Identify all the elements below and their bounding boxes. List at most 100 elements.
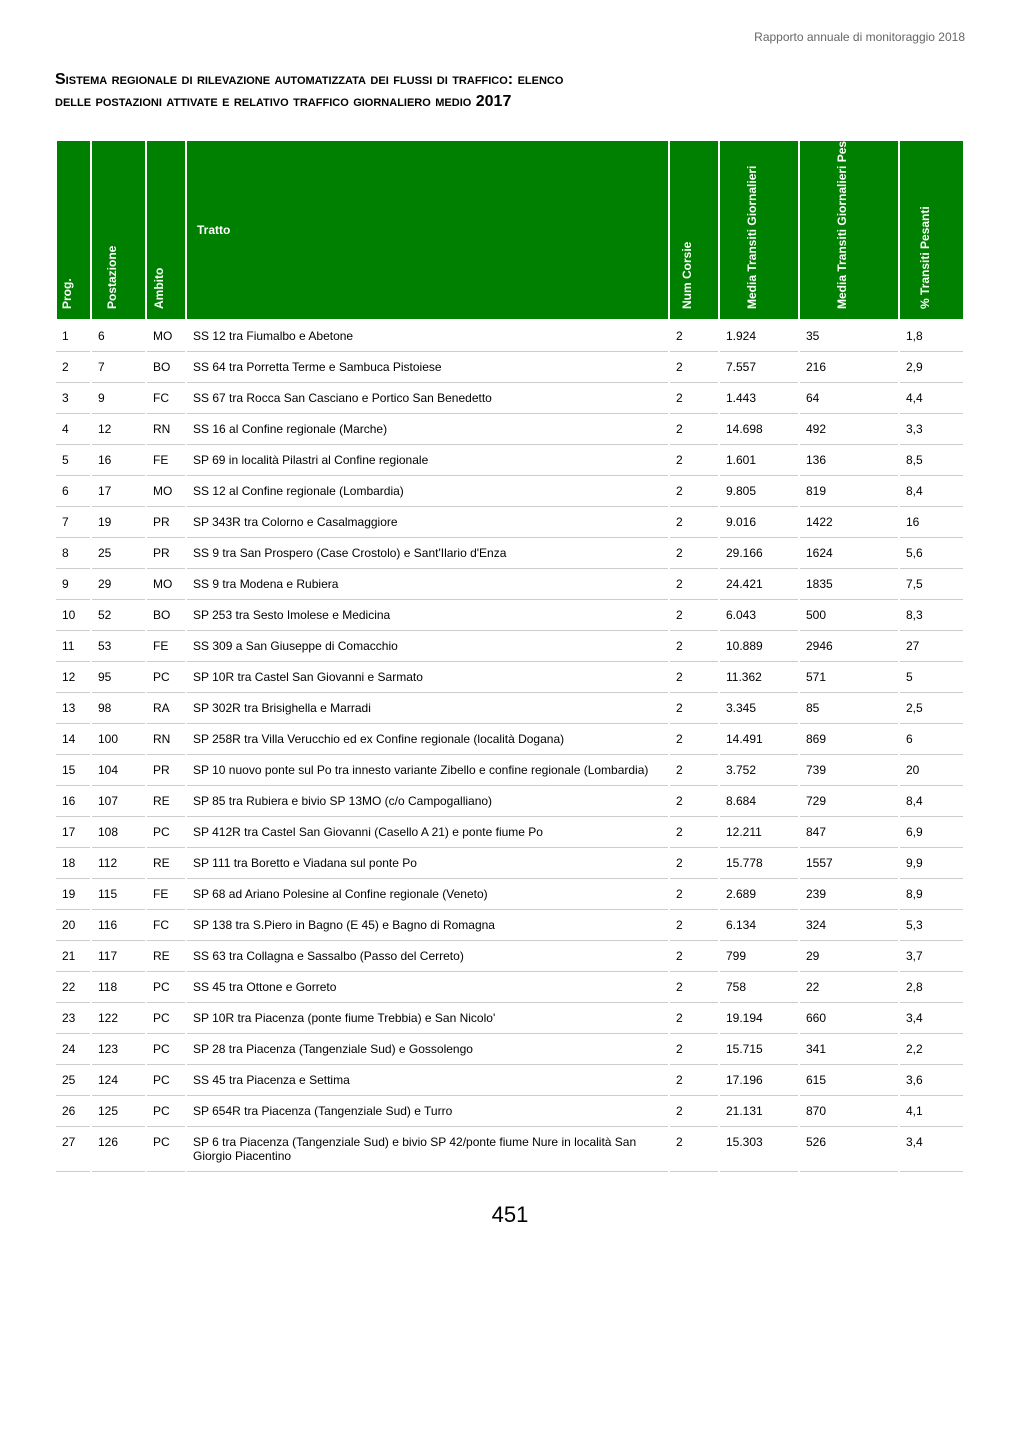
- cell-ambito: PC: [146, 1064, 186, 1095]
- cell-pct: 3,3: [899, 413, 964, 444]
- cell-mtgp: 571: [799, 661, 899, 692]
- col-header-ambito: Ambito: [146, 140, 186, 320]
- table-row: 929MOSS 9 tra Modena e Rubiera224.421183…: [56, 568, 964, 599]
- cell-num_corsie: 2: [669, 630, 719, 661]
- table-row: 23122PCSP 10R tra Piacenza (ponte fiume …: [56, 1002, 964, 1033]
- cell-prog: 4: [56, 413, 91, 444]
- title-line-1: Sistema regionale di rilevazione automat…: [55, 71, 563, 88]
- cell-pct: 9,9: [899, 847, 964, 878]
- cell-ambito: MO: [146, 475, 186, 506]
- cell-mtg: 15.778: [719, 847, 799, 878]
- cell-mtgp: 615: [799, 1064, 899, 1095]
- cell-prog: 5: [56, 444, 91, 475]
- cell-pct: 8,5: [899, 444, 964, 475]
- table-row: 719PRSP 343R tra Colorno e Casalmaggiore…: [56, 506, 964, 537]
- cell-pct: 6,9: [899, 816, 964, 847]
- cell-prog: 25: [56, 1064, 91, 1095]
- cell-mtg: 12.211: [719, 816, 799, 847]
- cell-prog: 24: [56, 1033, 91, 1064]
- cell-postazione: 95: [91, 661, 146, 692]
- table-row: 24123PCSP 28 tra Piacenza (Tangenziale S…: [56, 1033, 964, 1064]
- table-body: 16MOSS 12 tra Fiumalbo e Abetone21.92435…: [56, 320, 964, 1172]
- cell-num_corsie: 2: [669, 754, 719, 785]
- cell-ambito: RE: [146, 785, 186, 816]
- cell-pct: 7,5: [899, 568, 964, 599]
- cell-pct: 20: [899, 754, 964, 785]
- col-header-tratto: Tratto: [186, 140, 669, 320]
- table-row: 21117RESS 63 tra Collagna e Sassalbo (Pa…: [56, 940, 964, 971]
- header-meta: Rapporto annuale di monitoraggio 2018: [55, 30, 965, 44]
- cell-pct: 5,3: [899, 909, 964, 940]
- cell-mtgp: 1624: [799, 537, 899, 568]
- cell-ambito: FE: [146, 630, 186, 661]
- cell-postazione: 115: [91, 878, 146, 909]
- cell-num_corsie: 2: [669, 413, 719, 444]
- table-row: 16107RESP 85 tra Rubiera e bivio SP 13MO…: [56, 785, 964, 816]
- cell-num_corsie: 2: [669, 475, 719, 506]
- cell-prog: 27: [56, 1126, 91, 1171]
- col-header-mtgp: Media Transiti Giornalieri Pesanti: [799, 140, 899, 320]
- cell-tratto: SS 9 tra San Prospero (Case Crostolo) e …: [186, 537, 669, 568]
- table-row: 39FCSS 67 tra Rocca San Casciano e Porti…: [56, 382, 964, 413]
- cell-ambito: MO: [146, 568, 186, 599]
- cell-mtgp: 660: [799, 1002, 899, 1033]
- cell-ambito: PC: [146, 661, 186, 692]
- cell-tratto: SP 28 tra Piacenza (Tangenziale Sud) e G…: [186, 1033, 669, 1064]
- cell-tratto: SP 258R tra Villa Verucchio ed ex Confin…: [186, 723, 669, 754]
- cell-pct: 8,4: [899, 785, 964, 816]
- cell-postazione: 9: [91, 382, 146, 413]
- cell-num_corsie: 2: [669, 816, 719, 847]
- cell-tratto: SP 10R tra Castel San Giovanni e Sarmato: [186, 661, 669, 692]
- cell-mtgp: 22: [799, 971, 899, 1002]
- table-row: 27126PCSP 6 tra Piacenza (Tangenziale Su…: [56, 1126, 964, 1171]
- cell-prog: 6: [56, 475, 91, 506]
- cell-postazione: 118: [91, 971, 146, 1002]
- table-row: 1398RASP 302R tra Brisighella e Marradi2…: [56, 692, 964, 723]
- cell-ambito: PR: [146, 506, 186, 537]
- cell-postazione: 122: [91, 1002, 146, 1033]
- cell-pct: 3,7: [899, 940, 964, 971]
- cell-tratto: SP 85 tra Rubiera e bivio SP 13MO (c/o C…: [186, 785, 669, 816]
- cell-tratto: SP 10R tra Piacenza (ponte fiume Trebbia…: [186, 1002, 669, 1033]
- table-row: 27BOSS 64 tra Porretta Terme e Sambuca P…: [56, 351, 964, 382]
- cell-ambito: RA: [146, 692, 186, 723]
- cell-ambito: PC: [146, 1033, 186, 1064]
- cell-postazione: 107: [91, 785, 146, 816]
- cell-prog: 3: [56, 382, 91, 413]
- cell-tratto: SS 63 tra Collagna e Sassalbo (Passo del…: [186, 940, 669, 971]
- cell-prog: 13: [56, 692, 91, 723]
- cell-tratto: SP 6 tra Piacenza (Tangenziale Sud) e bi…: [186, 1126, 669, 1171]
- cell-mtg: 14.491: [719, 723, 799, 754]
- cell-pct: 5,6: [899, 537, 964, 568]
- cell-tratto: SP 10 nuovo ponte sul Po tra innesto var…: [186, 754, 669, 785]
- cell-mtg: 29.166: [719, 537, 799, 568]
- cell-mtgp: 869: [799, 723, 899, 754]
- cell-ambito: PC: [146, 971, 186, 1002]
- cell-ambito: RN: [146, 413, 186, 444]
- table-row: 25124PCSS 45 tra Piacenza e Settima217.1…: [56, 1064, 964, 1095]
- cell-mtg: 21.131: [719, 1095, 799, 1126]
- cell-mtg: 14.698: [719, 413, 799, 444]
- page-title: Sistema regionale di rilevazione automat…: [55, 69, 965, 114]
- cell-mtgp: 64: [799, 382, 899, 413]
- col-header-pct: % Transiti Pesanti: [899, 140, 964, 320]
- cell-pct: 2,5: [899, 692, 964, 723]
- cell-pct: 3,4: [899, 1126, 964, 1171]
- cell-mtg: 9.805: [719, 475, 799, 506]
- cell-num_corsie: 2: [669, 568, 719, 599]
- cell-mtgp: 239: [799, 878, 899, 909]
- cell-mtg: 7.557: [719, 351, 799, 382]
- cell-postazione: 16: [91, 444, 146, 475]
- cell-postazione: 19: [91, 506, 146, 537]
- cell-num_corsie: 2: [669, 1002, 719, 1033]
- cell-mtgp: 739: [799, 754, 899, 785]
- cell-mtg: 15.303: [719, 1126, 799, 1171]
- cell-ambito: FE: [146, 444, 186, 475]
- cell-mtgp: 136: [799, 444, 899, 475]
- cell-prog: 22: [56, 971, 91, 1002]
- cell-prog: 18: [56, 847, 91, 878]
- cell-num_corsie: 2: [669, 382, 719, 413]
- cell-num_corsie: 2: [669, 785, 719, 816]
- cell-tratto: SS 12 tra Fiumalbo e Abetone: [186, 320, 669, 352]
- table-header-row: Prog. Postazione Ambito Tratto Num Corsi…: [56, 140, 964, 320]
